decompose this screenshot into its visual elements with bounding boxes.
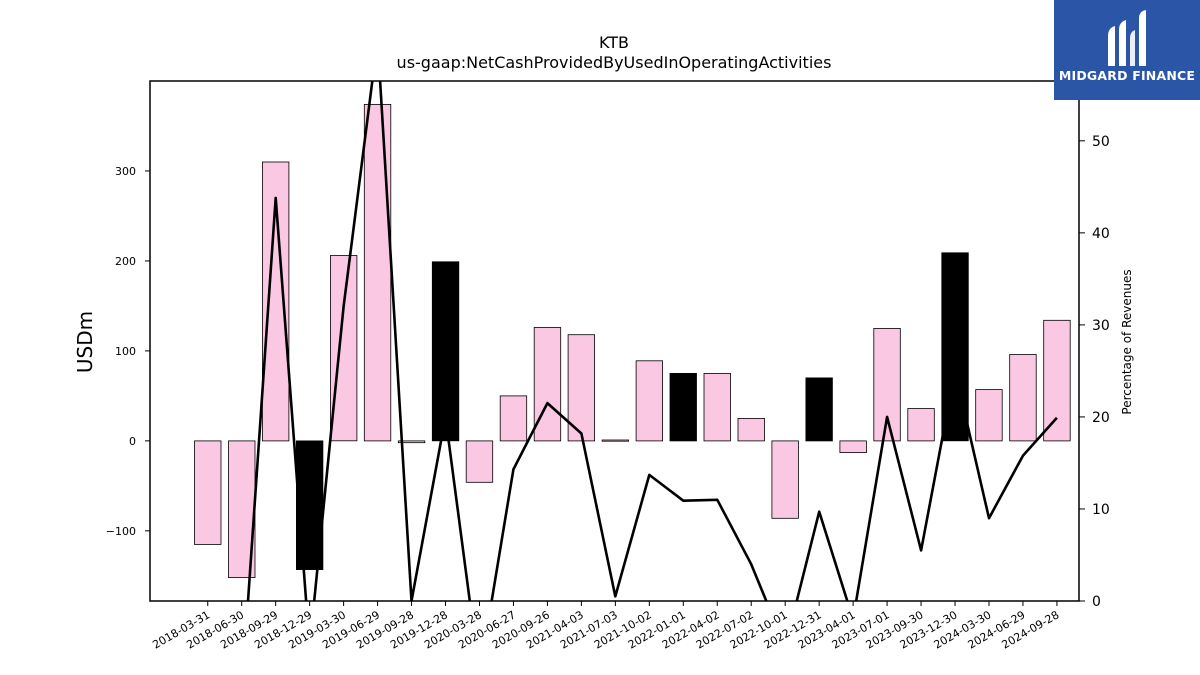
plot-frame [149, 80, 1080, 602]
bar-2018-03-31 [194, 440, 222, 545]
percentage-line [246, 81, 1058, 601]
bar-2022-07-02 [737, 417, 765, 442]
bar-2021-04-03 [567, 334, 595, 442]
bar-2020-03-28 [465, 440, 494, 483]
bar-2020-06-27 [499, 395, 528, 442]
bar-2024-06-29 [1009, 354, 1037, 442]
y2-tick-label: 50 [1092, 134, 1110, 150]
bar-2022-10-01 [771, 440, 799, 519]
y2-tick-label: 0 [1092, 594, 1101, 610]
brand-mark-icon [1108, 10, 1146, 66]
bar-2021-07-03 [601, 439, 629, 442]
y-tick-label: 100 [115, 345, 136, 358]
bar-2021-10-02 [635, 360, 663, 442]
y-axis-label: USDm [73, 311, 97, 373]
y2-axis-label: Percentage of Revenues [1120, 269, 1134, 414]
bar-2022-01-01 [669, 372, 697, 442]
y-tick-label: 0 [129, 435, 136, 448]
bar-2022-04-02 [703, 372, 731, 442]
chart-title: KTB [599, 33, 629, 52]
brand-logo: MIDGARD FINANCE [1054, 0, 1200, 100]
bar-2024-09-28 [1043, 319, 1071, 442]
bar-2023-09-30 [907, 408, 935, 442]
bar-2019-03-30 [329, 255, 358, 442]
y2-tick-label: 10 [1092, 502, 1110, 518]
bar-2023-04-01 [839, 440, 867, 453]
y-tick-label: 200 [115, 255, 136, 268]
y2-tick-label: 40 [1092, 226, 1110, 242]
y2-tick-label: 30 [1092, 318, 1110, 334]
y2-tick-label: 20 [1092, 410, 1110, 426]
brand-name: MIDGARD FINANCE [1058, 68, 1196, 83]
bar-2024-03-30 [975, 389, 1003, 442]
y-tick-label: 300 [115, 165, 136, 178]
chart-subtitle: us-gaap:NetCashProvidedByUsedInOperating… [397, 53, 832, 72]
bar-2019-06-29 [363, 104, 392, 442]
bar-2019-12-28 [431, 261, 460, 442]
bar-2019-09-28 [397, 440, 426, 444]
y-tick-label: −100 [106, 525, 136, 538]
bar-2022-12-31 [805, 377, 833, 442]
